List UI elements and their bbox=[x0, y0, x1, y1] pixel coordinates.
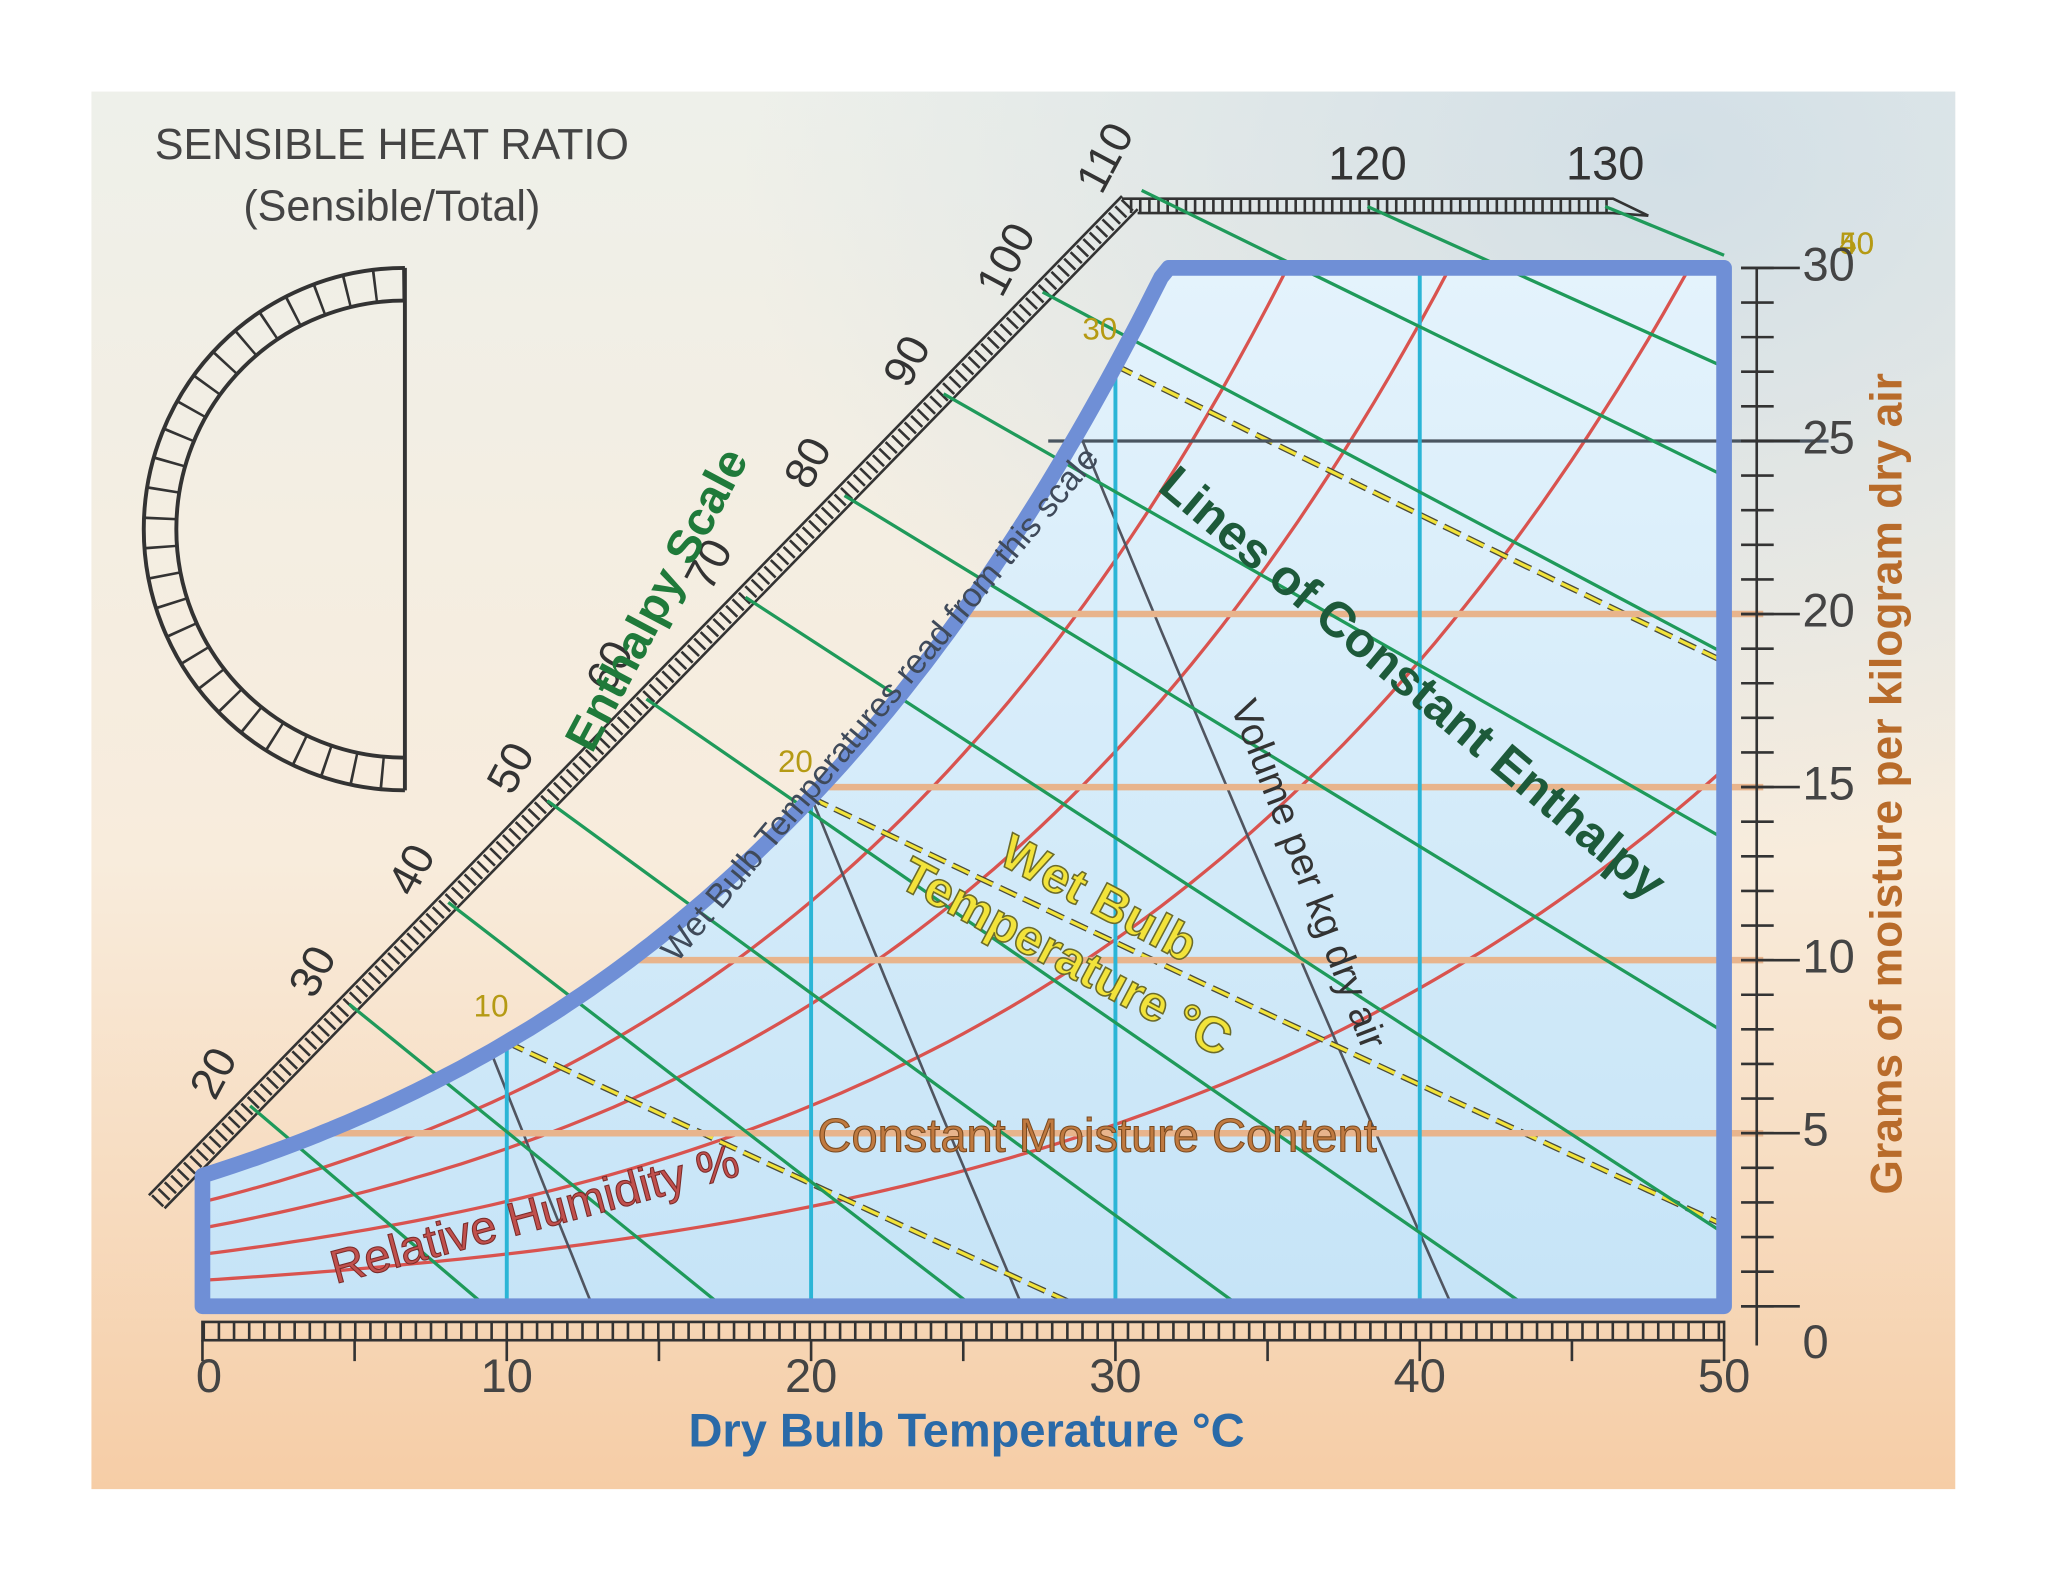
dry-bulb-tick-label: 50 bbox=[1698, 1349, 1750, 1402]
enthalpy-line bbox=[1041, 290, 1725, 655]
dry-bulb-axis-label: Dry Bulb Temperature °C bbox=[688, 1404, 1244, 1457]
wet-bulb-line bbox=[506, 1040, 1086, 1307]
enthalpy-scale-edge bbox=[163, 208, 1139, 1210]
protractor-inner bbox=[174, 298, 405, 760]
enthalpy-line bbox=[645, 697, 1528, 1308]
wet-bulb-tick-label: 20 bbox=[778, 744, 813, 779]
enthalpy-scale-edge bbox=[147, 195, 1123, 1197]
wet-bulb-line bbox=[810, 796, 1725, 1227]
relative-humidity-curve bbox=[202, 267, 1725, 1263]
enthalpy-scale-rungs bbox=[151, 197, 1136, 1208]
wet-bulb-tick-label: 50 bbox=[1839, 226, 1874, 261]
enthalpy-line bbox=[447, 901, 974, 1308]
wet-bulb-tick-label: 40 bbox=[1839, 226, 1874, 261]
enthalpy-tick-label: 120 bbox=[1328, 137, 1406, 190]
dry-bulb-tick-label: 0 bbox=[196, 1349, 222, 1402]
enthalpy-tick-label: 130 bbox=[1566, 137, 1644, 190]
moisture-tick-label: 25 bbox=[1802, 410, 1854, 463]
sensible-heat-ratio-protractor bbox=[141, 265, 407, 793]
dry-bulb-tick-label: 30 bbox=[1089, 1349, 1141, 1402]
enthalpy-line bbox=[1366, 205, 1725, 369]
moisture-tick-label: 5 bbox=[1802, 1103, 1828, 1156]
shr-title: SENSIBLE HEAT RATIO bbox=[155, 121, 629, 169]
relative-humidity-curve bbox=[202, 739, 1725, 1286]
moisture-tick-label: 20 bbox=[1802, 583, 1854, 636]
enthalpy-line bbox=[1140, 188, 1725, 478]
moisture-tick-label: 10 bbox=[1802, 930, 1854, 983]
wet-bulb-tick-label: 30 bbox=[1082, 312, 1117, 347]
dry-bulb-tick-label: 10 bbox=[481, 1349, 533, 1402]
chart-frame bbox=[194, 260, 1732, 1315]
dry-bulb-tick-label: 40 bbox=[1394, 1349, 1446, 1402]
moisture-axis-label: Grams of moisture per kilogram dry air bbox=[1863, 373, 1912, 1195]
enthalpy-line bbox=[348, 1002, 724, 1308]
enthalpy-line bbox=[744, 595, 1725, 1235]
enthalpy-line bbox=[942, 392, 1725, 841]
moisture-tick-label: 0 bbox=[1802, 1315, 1828, 1368]
enthalpy-line bbox=[546, 799, 1241, 1308]
moisture-tick-label: 30 bbox=[1802, 237, 1854, 290]
relative-humidity-curve bbox=[202, 267, 1725, 1218]
enthalpy-line bbox=[1604, 204, 1725, 257]
enthalpy-scale-edge bbox=[1137, 211, 1649, 217]
moisture-tick-label: 15 bbox=[1802, 757, 1854, 810]
shr-subtitle: (Sensible/Total) bbox=[243, 183, 540, 231]
protractor-outer bbox=[141, 265, 405, 793]
moisture-lines-label: Constant Moisture Content bbox=[818, 1109, 1377, 1162]
dry-bulb-tick-label: 20 bbox=[785, 1349, 837, 1402]
enthalpy-scale-edge bbox=[1121, 197, 1649, 217]
wet-bulb-tick-label: 10 bbox=[474, 988, 509, 1023]
